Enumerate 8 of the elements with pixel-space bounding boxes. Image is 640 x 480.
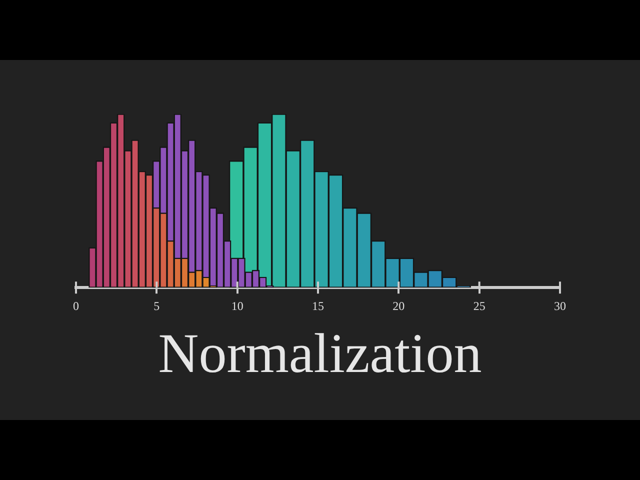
x-tick-label: 20 xyxy=(392,298,405,313)
x-tick-label: 10 xyxy=(231,298,244,313)
x-tick-label: 0 xyxy=(73,298,79,313)
x-tick-label: 5 xyxy=(154,298,160,313)
text: Normalization xyxy=(157,322,483,386)
x-tick-label: 30 xyxy=(554,298,566,313)
x-tick-label: 25 xyxy=(473,298,486,313)
x-tick-label: 15 xyxy=(312,298,324,313)
